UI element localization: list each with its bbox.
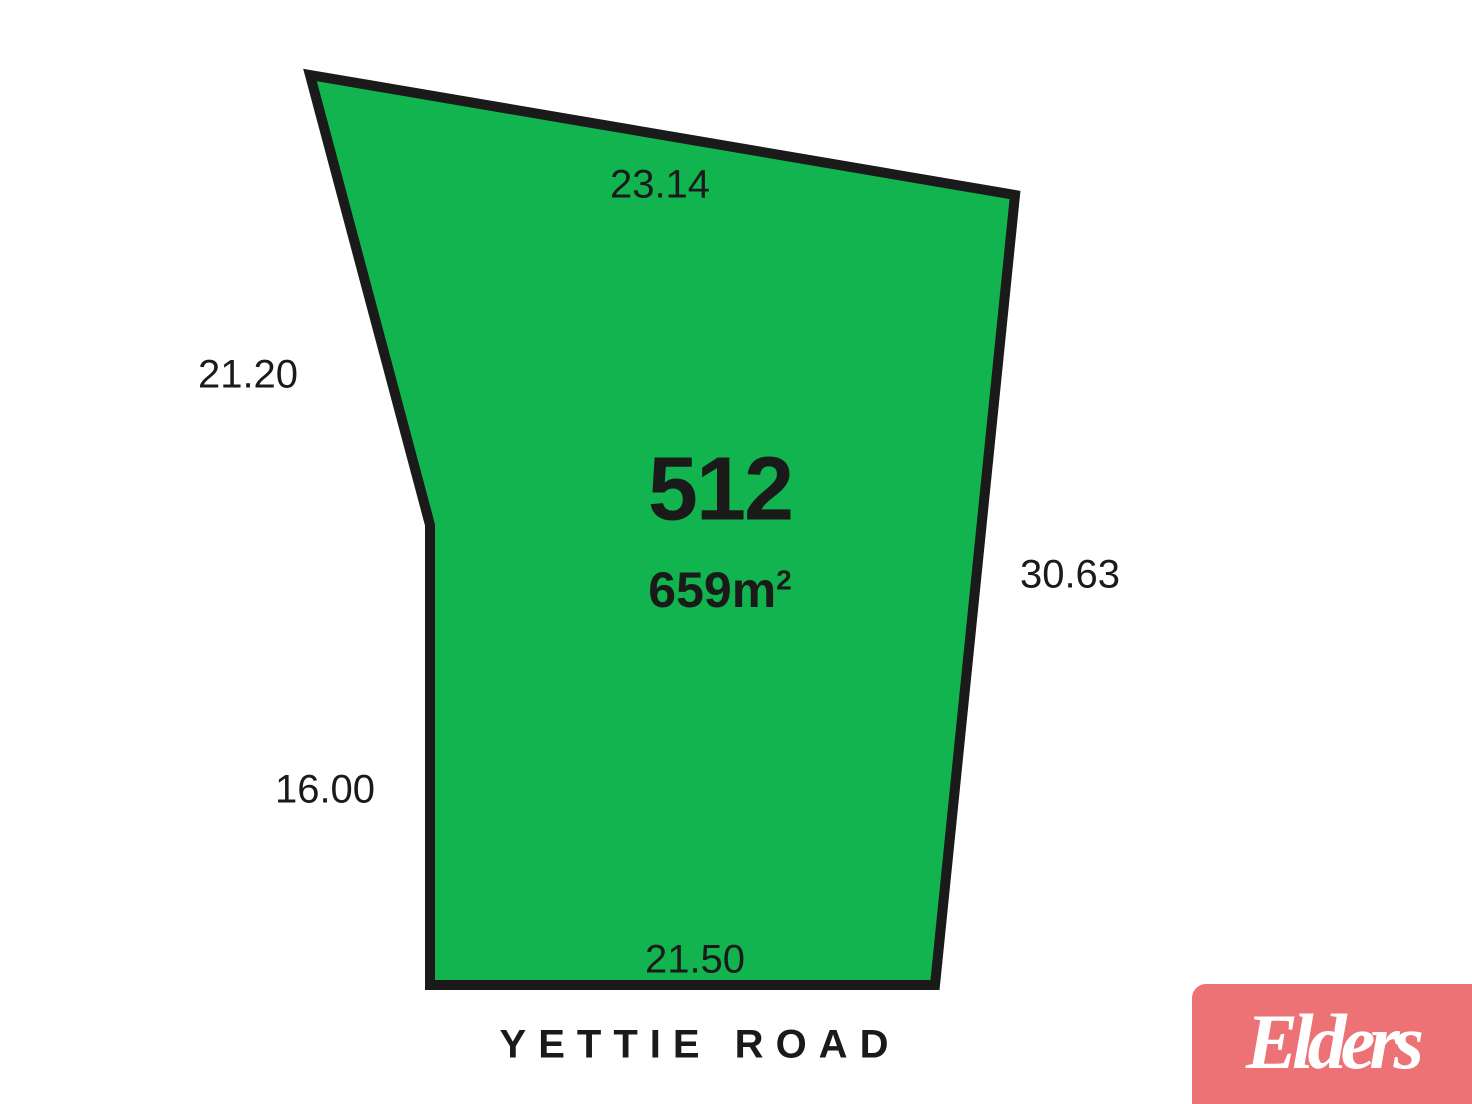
area-unit: m: [732, 562, 776, 618]
area-value: 659: [648, 562, 731, 618]
dimension-bottom: 21.50: [645, 938, 745, 983]
dimension-left-upper: 21.20: [198, 353, 298, 398]
area-sup: 2: [776, 564, 792, 595]
lot-area: 659m2: [648, 561, 791, 619]
dimension-top: 23.14: [610, 163, 710, 208]
dimension-left-lower: 16.00: [275, 768, 375, 813]
dimension-right: 30.63: [1020, 553, 1120, 598]
lot-diagram: 23.14 21.20 30.63 16.00 21.50 512 659m2 …: [0, 0, 1472, 1104]
lot-number: 512: [648, 439, 792, 542]
road-label: YETTIE ROAD: [500, 1023, 901, 1068]
elders-logo: Elders: [1192, 984, 1472, 1104]
elders-logo-text: Elders: [1246, 997, 1418, 1087]
